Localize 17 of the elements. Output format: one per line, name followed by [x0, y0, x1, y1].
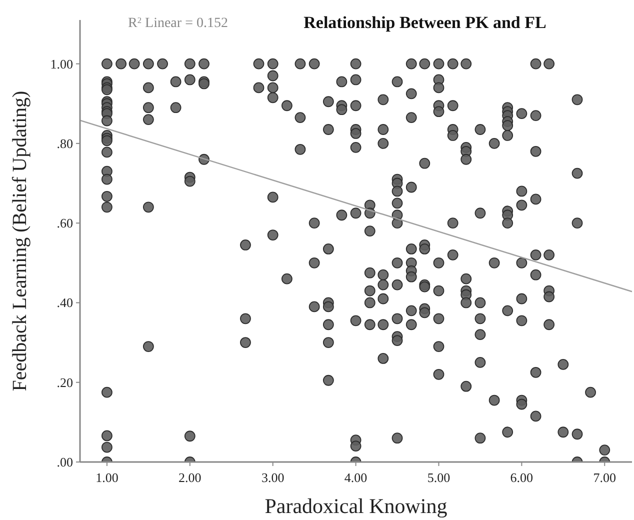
chart-title: Relationship Between PK and FL	[304, 13, 546, 32]
y-axis-title: Feedback Learning (Belief Updating)	[9, 90, 31, 392]
x-tick-label: 2.00	[178, 470, 202, 485]
x-tick-label: 7.00	[593, 470, 616, 485]
x-tick-label: 6.00	[510, 470, 534, 485]
y-tick-label: .60	[56, 216, 73, 231]
y-tick-label: .20	[56, 374, 73, 390]
annotation: R$^{2}$ Linear = 0.152	[128, 16, 228, 31]
x-tick-label: 3.00	[261, 470, 284, 485]
x-tick-label: 4.00	[344, 470, 368, 485]
y-tick-label: 1.00	[50, 56, 73, 72]
x-axis-title: Paradoxical Knowing	[264, 494, 448, 518]
y-tick-label: .00	[56, 454, 73, 470]
x-tick-label: 1.00	[96, 470, 118, 485]
y-tick-label: .40	[56, 295, 73, 310]
y-tick-label: .80	[56, 136, 73, 151]
x-tick-label: 5.00	[427, 470, 450, 485]
